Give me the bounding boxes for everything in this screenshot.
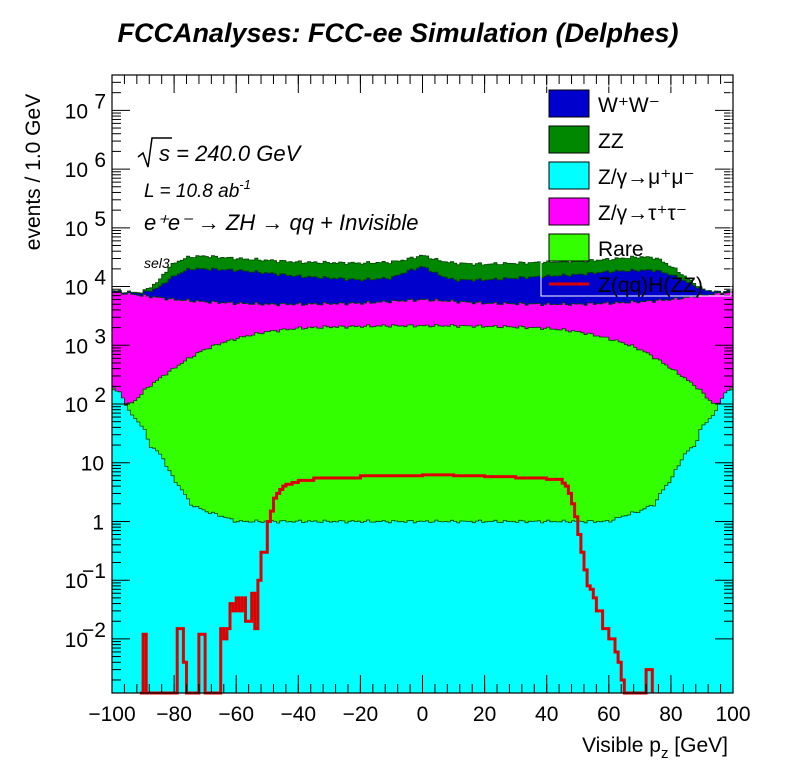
y-tick-label: 10 <box>65 100 88 123</box>
x-tick-label: 60 <box>597 703 620 726</box>
x-tick-label: 40 <box>535 703 558 726</box>
y-axis-label: events / 1.0 GeV <box>22 94 45 250</box>
y-tick-exponent: −1 <box>82 560 106 583</box>
y-tick-exponent: 6 <box>94 149 106 172</box>
legend-label: Z/γ→μ⁺μ⁻ <box>598 166 695 189</box>
y-tick-label: 10 <box>65 277 88 300</box>
x-axis-label: Visible pz [GeV] <box>582 734 728 762</box>
y-tick-label: 10 <box>65 159 88 182</box>
legend-label: W⁺W⁻ <box>598 94 660 117</box>
legend-swatch <box>548 125 590 154</box>
signal-line-zh <box>139 473 654 695</box>
legend-swatch <box>548 161 590 190</box>
annotation-sqrt-s: s = 240.0 GeV <box>137 137 303 168</box>
x-tick-label: 20 <box>473 703 496 726</box>
y-tick-exponent: 4 <box>94 267 106 290</box>
annotation-selection: sel3 <box>144 255 170 271</box>
y-tick-label: 10 <box>65 629 88 652</box>
legend-swatch <box>548 89 590 118</box>
x-tick-label: 80 <box>659 703 682 726</box>
x-tick-label: 100 <box>715 703 750 726</box>
x-tick-label: −80 <box>156 703 192 726</box>
legend-label: Rare <box>598 238 644 261</box>
legend-label: ZZ <box>598 130 624 153</box>
y-tick-label: 10 <box>65 335 88 358</box>
y-tick-exponent: 5 <box>94 208 106 231</box>
x-tick-label: 0 <box>417 703 429 726</box>
sqrt-s-text: s = 240.0 GeV <box>159 141 303 166</box>
y-tick-exponent: 3 <box>94 325 106 348</box>
x-tick-label: −60 <box>218 703 254 726</box>
legend-swatch <box>548 233 590 262</box>
legend-label: Z(qq)H(ZZ) <box>598 274 703 297</box>
y-tick-exponent: −2 <box>82 619 106 642</box>
legend-label: Z/γ→τ⁺τ⁻ <box>598 202 687 225</box>
sqrt-symbol <box>137 137 172 168</box>
legend: W⁺W⁻ ZZ Z/γ→μ⁺μ⁻ Z/γ→τ⁺τ⁻ Rare Z(qq)H(ZZ) <box>540 85 732 297</box>
y-tick-label: 10 <box>65 394 88 417</box>
y-tick-exponent: 7 <box>94 90 106 113</box>
chart-title: FCCAnalyses: FCC-ee Simulation (Delphes) <box>117 18 679 48</box>
legend-swatch <box>548 197 590 226</box>
stack-layer-z- <box>111 389 734 694</box>
signal-curve <box>139 473 654 695</box>
y-tick-label: 1 <box>92 511 104 534</box>
x-tick-label: −40 <box>280 703 316 726</box>
y-tick-label: 10 <box>65 570 88 593</box>
annotation-process: e⁺e⁻ → ZH → qq + Invisible <box>144 210 419 235</box>
x-tick-label: −100 <box>88 703 135 726</box>
annotation-lumi: L = 10.8 ab-1 <box>144 177 251 202</box>
y-tick-label: 10 <box>65 218 88 241</box>
x-axis-ticks: −100 −80 −60 −40 −20 0 20 40 60 80 100 <box>88 75 751 726</box>
y-tick-exponent: 2 <box>94 384 106 407</box>
x-tick-label: −20 <box>343 703 379 726</box>
legend-frame <box>540 85 732 297</box>
y-tick-label: 10 <box>81 453 104 476</box>
